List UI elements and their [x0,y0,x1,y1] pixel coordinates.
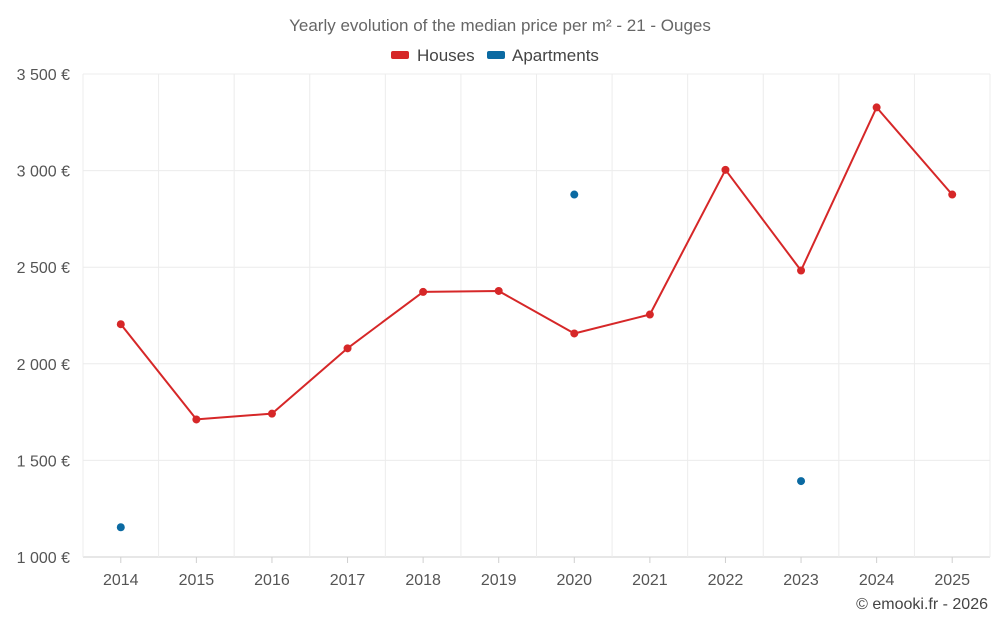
data-point-houses[interactable] [797,266,806,275]
y-tick-label: 2 500 € [17,260,70,277]
legend-item-houses[interactable]: Houses [391,46,475,65]
series [116,103,957,532]
y-tick-label: 3 000 € [17,164,70,181]
x-tick-label: 2014 [103,572,139,589]
grid [82,73,991,558]
data-point-houses[interactable] [267,409,276,418]
data-point-apartments[interactable] [797,477,806,486]
x-tick-label: 2022 [708,572,744,589]
chart-title: Yearly evolution of the median price per… [289,16,711,35]
x-tick-label: 2020 [556,572,592,589]
x-tick-label: 2019 [481,572,517,589]
y-tick-label: 1 500 € [17,453,70,470]
data-point-houses[interactable] [645,310,654,319]
legend-swatch-houses [391,51,409,59]
x-tick-label: 2015 [179,572,215,589]
data-point-houses[interactable] [570,329,579,338]
legend-label-houses: Houses [417,46,475,65]
data-point-apartments[interactable] [116,523,125,532]
y-tick-label: 3 500 € [17,67,70,84]
y-tick-label: 2 000 € [17,357,70,374]
y-tick-label: 1 000 € [17,550,70,567]
data-point-houses[interactable] [494,286,503,295]
legend-swatch-apartments [487,51,505,59]
data-point-houses[interactable] [116,320,125,329]
x-tick-label: 2025 [934,572,970,589]
data-point-apartments[interactable] [570,190,579,199]
x-tick-label: 2018 [405,572,441,589]
legend-label-apartments: Apartments [512,46,599,65]
x-tick-label: 2021 [632,572,668,589]
credit-text: © emooki.fr - 2026 [856,596,988,613]
legend: Houses Apartments [391,46,599,65]
data-point-houses[interactable] [872,103,881,112]
data-point-houses[interactable] [343,344,352,353]
legend-item-apartments[interactable]: Apartments [487,46,599,65]
x-tick-label: 2023 [783,572,819,589]
data-point-houses[interactable] [419,287,428,296]
series-line-houses [119,106,954,421]
x-tick-label: 2017 [330,572,366,589]
axes: 1 000 € 1 500 € 2 000 € 2 500 € 3 000 € 3 500… [17,67,970,589]
data-point-houses[interactable] [192,415,201,424]
data-point-houses[interactable] [721,165,730,174]
x-tick-label: 2024 [859,572,895,589]
x-tick-label: 2016 [254,572,290,589]
data-point-houses[interactable] [948,190,957,199]
